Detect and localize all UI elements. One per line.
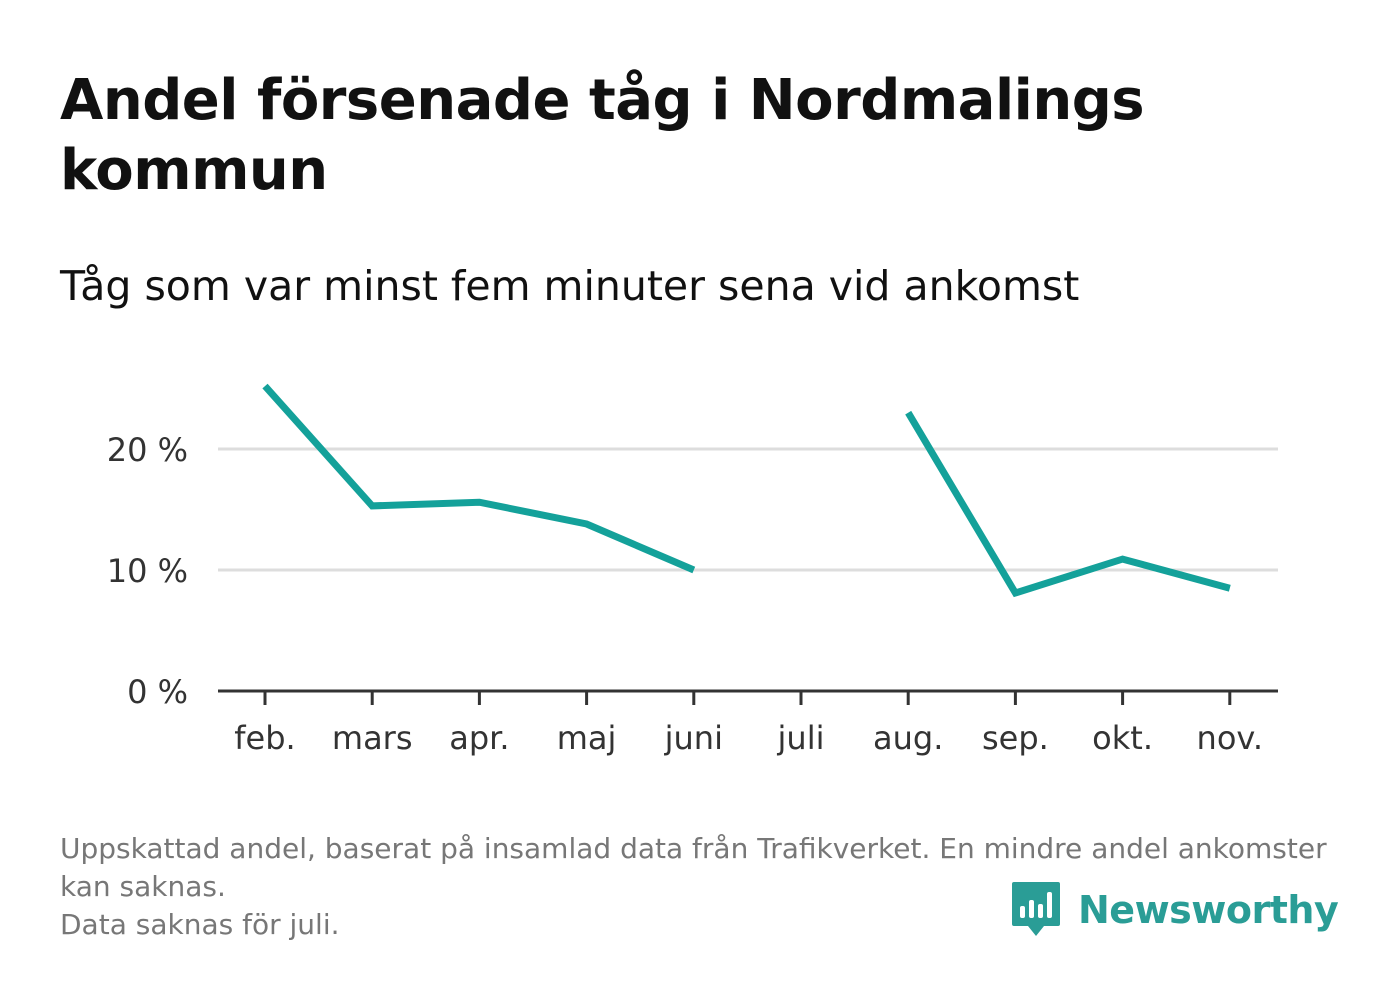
series-line [262,383,696,574]
series-lines [262,383,1231,598]
series-line [905,410,1231,598]
footnote: Uppskattad andel, baserat på insamlad da… [60,830,1330,944]
y-tick-label: 0 % [127,673,188,711]
x-tick-label: feb. [234,719,295,757]
footnote-missing-data: Data saknas för juli. [60,908,340,941]
y-axis-ticks: 0 % 10 % 20 % [107,431,188,711]
chart-title: Andel försenade tåg i Nordmalings kommun [60,68,1145,203]
x-axis-ticks: feb. mars apr. maj juni juli aug. sep. okt. nov. [234,691,1263,757]
x-tick-label: apr. [449,719,509,757]
x-tick-label: okt. [1092,719,1153,757]
line-chart: 0 % 10 % 20 % feb. mars apr. maj juni juli aug. s… [107,383,1278,757]
y-tick-label: 20 % [107,431,188,469]
x-tick-label: juni [664,719,723,757]
chart-subtitle: Tåg som var minst fem minuter sena vid a… [60,262,1080,310]
x-tick-label: aug. [873,719,943,757]
x-tick-label: maj [557,719,617,757]
x-tick-label: juli [777,719,825,757]
y-tick-label: 10 % [107,552,188,590]
x-tick-label: sep. [982,719,1049,757]
footnote-source: Uppskattad andel, baserat på insamlad da… [60,832,1327,903]
brand: Newsworthy [1010,878,1339,942]
x-tick-label: nov. [1197,719,1263,757]
x-tick-label: mars [332,719,413,757]
brand-name: Newsworthy [1078,888,1339,932]
grid-lines [218,447,1278,572]
newsworthy-bar-chart-icon [1012,882,1060,936]
